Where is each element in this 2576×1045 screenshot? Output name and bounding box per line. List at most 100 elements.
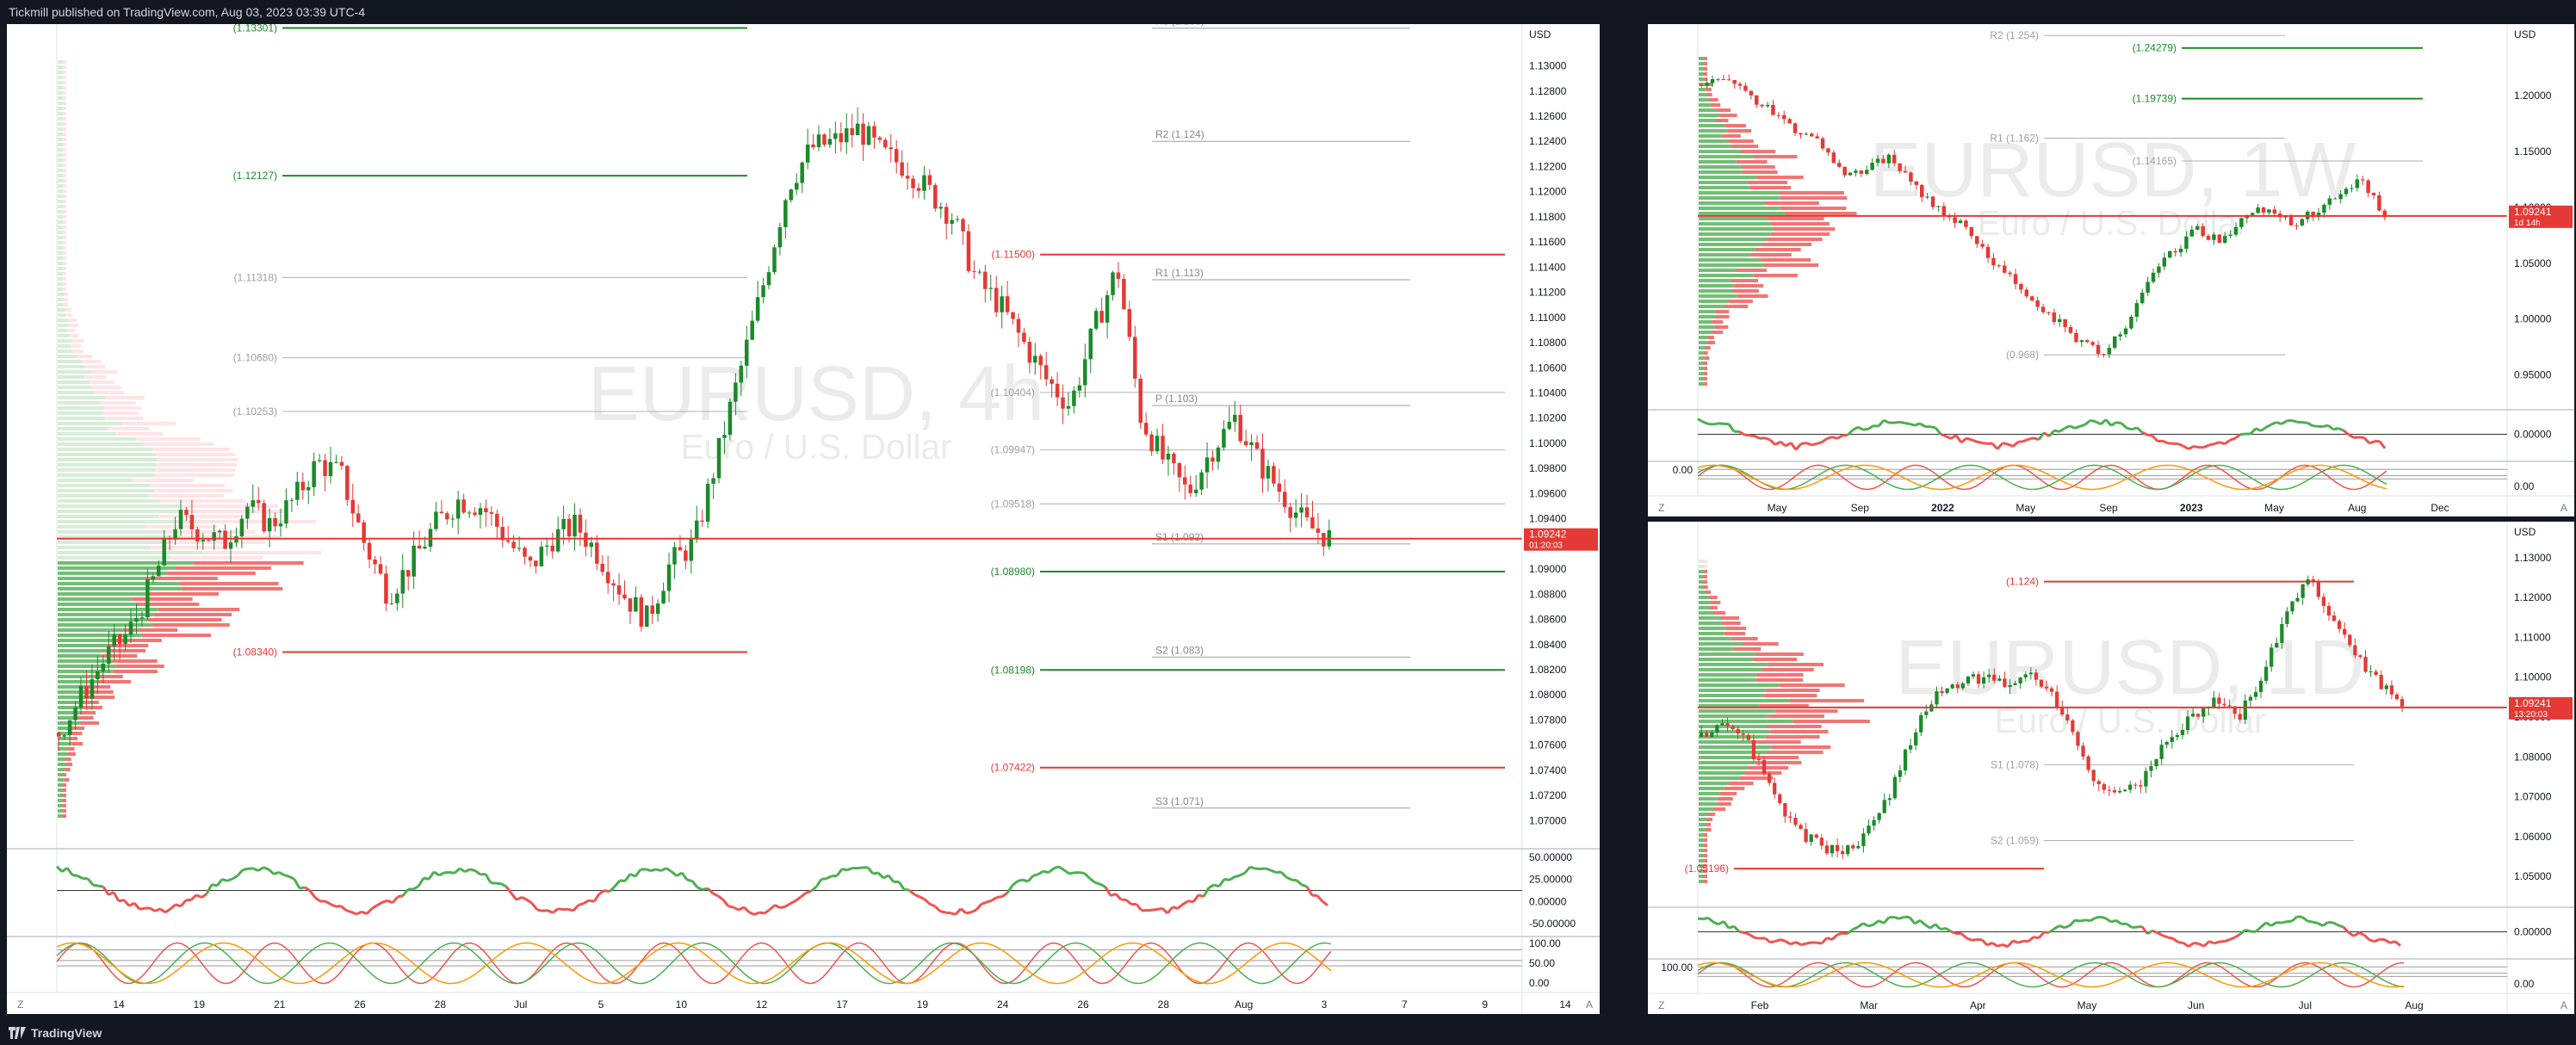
price-tick-label: 1.11600	[1529, 236, 1566, 248]
volume-bar-down	[100, 401, 136, 405]
volume-bar-down	[199, 520, 316, 523]
chart-panel-4h[interactable]: EURUSD, 4h Euro / U.S. Dollar (1.13301) (1.…	[7, 24, 1600, 1014]
volume-bar-up	[1699, 621, 1722, 625]
volume-bar-up	[1699, 232, 1771, 236]
volume-bar-down	[1704, 356, 1710, 360]
volume-bar-up	[1699, 833, 1704, 837]
candle-body	[2285, 611, 2289, 624]
candle-body	[1819, 838, 1824, 846]
volume-bar-up	[1699, 191, 1779, 195]
time-tick-label: 28	[1158, 999, 1170, 1011]
volume-bar-down	[62, 814, 66, 818]
price-tick-label: 1.13000	[1529, 60, 1567, 72]
last-price-label: 1.09241	[2514, 206, 2552, 218]
oscillator-segment	[2358, 436, 2365, 439]
candle-body	[584, 532, 588, 547]
oscillator-segment	[857, 866, 864, 870]
candle-body	[2333, 198, 2338, 200]
candle-body	[1143, 423, 1149, 435]
volume-bar-up	[1699, 186, 1749, 189]
candle-body	[839, 133, 844, 143]
candle-body	[2394, 694, 2400, 700]
volume-bar-up	[58, 65, 63, 69]
volume-bar-up	[58, 102, 63, 105]
last-price-badge	[2509, 205, 2573, 228]
oscillator-segment	[179, 899, 188, 907]
oscillator-segment	[2362, 436, 2371, 445]
candle-body	[256, 500, 261, 504]
volume-bar-down	[89, 380, 115, 384]
candle-body	[1987, 674, 1991, 677]
price-level-label: (1.10253)	[233, 405, 277, 417]
candle-body	[106, 646, 111, 665]
candle-body	[2326, 605, 2331, 616]
zoom-icon: Z	[1658, 502, 1664, 514]
oscillator-segment	[655, 868, 662, 872]
volume-bar-down	[1739, 776, 1774, 780]
volume-bar-down	[166, 572, 256, 575]
volume-bar-up	[1699, 668, 1762, 671]
volume-bar-down	[1716, 108, 1731, 112]
oscillator-segment	[1867, 923, 1874, 928]
volume-bar-up	[58, 303, 64, 306]
volume-bar-up	[58, 541, 172, 544]
oscillator-segment	[108, 891, 115, 896]
candle-body	[395, 593, 399, 603]
time-tick-label: 14	[113, 999, 125, 1011]
oscillator-segment	[376, 901, 383, 906]
volume-bar-up	[58, 288, 63, 291]
candle-body	[1846, 845, 1850, 855]
candle-body	[705, 484, 710, 522]
candle-body	[1925, 196, 1929, 198]
volume-bar-down	[106, 649, 146, 652]
volume-bar-up	[58, 783, 63, 787]
volume-bar-down	[152, 623, 230, 627]
volume-bar-down	[148, 494, 224, 498]
oscillator-axis-label: 0.00000	[1529, 895, 1567, 907]
oscillator-segment	[721, 899, 730, 907]
candle-body	[1033, 356, 1037, 363]
candle-body	[273, 517, 277, 527]
volume-bar-down	[68, 318, 77, 322]
volume-bar-up	[1699, 797, 1718, 801]
candle-body	[1976, 674, 1981, 684]
brand-name: TradingView	[31, 1026, 102, 1040]
chart-panel-1d[interactable]: EURUSD, 1D Euro / U.S. Dollar (1.05196) (1.…	[1648, 522, 2574, 1014]
oscillator-segment	[2126, 426, 2133, 431]
oscillator-segment	[2095, 915, 2102, 919]
oscillator-segment	[1954, 434, 1963, 444]
oscillator-segment	[122, 899, 131, 907]
candle-body	[1055, 383, 1060, 398]
volume-bar-up	[58, 763, 66, 766]
volume-bar-up	[1699, 663, 1768, 666]
candle-body	[1732, 79, 1737, 84]
candle-body	[2044, 686, 2049, 689]
volume-bar-down	[116, 665, 164, 668]
volume-bar-down	[1709, 606, 1718, 609]
volume-bar-down	[1774, 709, 1838, 713]
oscillator-segment	[805, 889, 812, 894]
candle-body	[1997, 678, 2002, 681]
publisher-bar: Tickmill published on TradingView.com, A…	[0, 0, 2576, 24]
candle-body	[811, 144, 815, 147]
volume-bar-down	[1703, 560, 1707, 563]
chart-panel-1w[interactable]: EURUSD, 1W Euro / U.S. Dollar R2 (1.254) (1…	[1648, 24, 2574, 516]
oscillator-segment	[417, 877, 425, 887]
oscillator-segment	[2140, 925, 2149, 935]
price-tick-label: 0.95000	[2514, 369, 2552, 381]
oscillator-segment	[2033, 436, 2040, 442]
candle-body	[1841, 850, 1845, 855]
oscillator-segment	[1053, 865, 1060, 870]
volume-bar-down	[1767, 663, 1824, 666]
volume-bar-down	[71, 732, 83, 735]
candle-body	[2189, 229, 2195, 237]
candle-body	[1177, 463, 1182, 478]
volume-bar-down	[1756, 678, 1804, 682]
price-tick-label: 1.13000	[2514, 552, 2552, 564]
candle-body	[2295, 597, 2300, 602]
candle-body	[162, 538, 166, 566]
candle-body	[977, 271, 982, 273]
oscillator-segment	[263, 866, 269, 871]
candle-body	[2348, 634, 2352, 646]
oscillator-segment	[1177, 903, 1184, 910]
